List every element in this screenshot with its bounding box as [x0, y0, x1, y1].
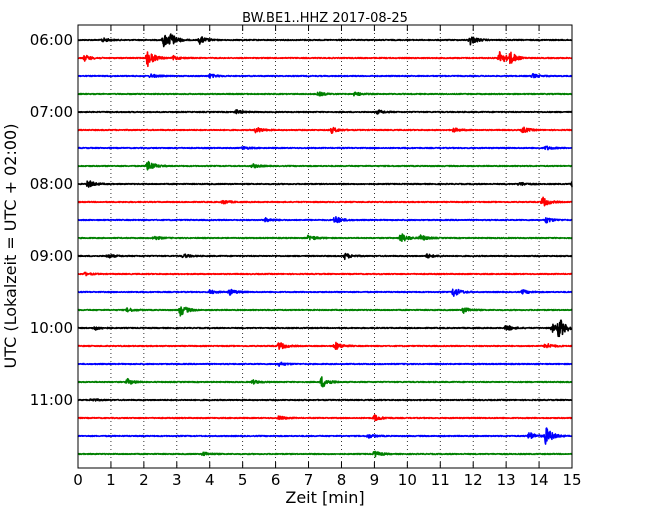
trace-0945 — [77, 306, 573, 317]
x-tick-label: 15 — [562, 471, 581, 489]
y-tick-label: 09:00 — [30, 247, 73, 265]
trace-1015 — [77, 341, 573, 350]
trace-0815 — [77, 196, 573, 207]
x-tick-label: 1 — [106, 471, 116, 489]
trace-0930 — [77, 288, 573, 297]
x-tick-label: 13 — [497, 471, 516, 489]
x-tick-label: 4 — [205, 471, 215, 489]
grid-lines — [110, 25, 540, 468]
x-tick-label: 5 — [238, 471, 248, 489]
trace-1100 — [77, 398, 573, 402]
trace-1115 — [77, 414, 573, 422]
chart-title: BW.BE1..HHZ 2017-08-25 — [242, 11, 408, 26]
x-tick-label: 7 — [304, 471, 314, 489]
y-tick-label: 08:00 — [30, 175, 73, 193]
trace-0745 — [77, 160, 573, 171]
trace-0630 — [77, 73, 573, 79]
trace-0715 — [77, 126, 573, 135]
x-tick-label: 10 — [398, 471, 417, 489]
x-tick-label: 8 — [337, 471, 347, 489]
trace-0845 — [77, 233, 573, 243]
y-tick-label: 07:00 — [30, 103, 73, 121]
trace-1045 — [77, 376, 573, 388]
x-axis-label: Zeit [min] — [285, 488, 364, 507]
trace-1000 — [77, 319, 573, 338]
y-tick-label: 11:00 — [30, 391, 73, 409]
x-tick-label: 2 — [139, 471, 149, 489]
x-tick-label: 0 — [73, 471, 83, 489]
y-tick-label: 10:00 — [30, 319, 73, 337]
trace-0730 — [77, 145, 573, 151]
x-tick-label: 11 — [431, 471, 450, 489]
x-tick-label: 3 — [172, 471, 182, 489]
trace-0915 — [77, 271, 573, 277]
trace-1145 — [77, 450, 573, 458]
trace-1130 — [77, 427, 573, 445]
trace-0645 — [77, 91, 573, 97]
trace-0800 — [77, 180, 573, 188]
axis-ticks: 0 1 2 3 4 5 6 7 8 9 10 11 12 13 14 1506:0007:0008:0009:… — [30, 25, 582, 489]
x-tick-label: 12 — [464, 471, 483, 489]
y-tick-label: 06:00 — [30, 31, 73, 49]
trace-0600 — [77, 33, 573, 48]
trace-0700 — [77, 109, 573, 115]
x-tick-label: 6 — [271, 471, 281, 489]
x-tick-label: 14 — [530, 471, 549, 489]
x-tick-label: 9 — [370, 471, 380, 489]
trace-0830 — [77, 216, 573, 224]
plot-frame — [77, 24, 573, 469]
seismic-traces — [77, 33, 573, 458]
trace-1030 — [77, 361, 573, 367]
trace-0900 — [77, 252, 573, 261]
trace-0615 — [77, 50, 573, 68]
y-axis-label: UTC (Lokalzeit = UTC + 02:00) — [1, 124, 20, 369]
